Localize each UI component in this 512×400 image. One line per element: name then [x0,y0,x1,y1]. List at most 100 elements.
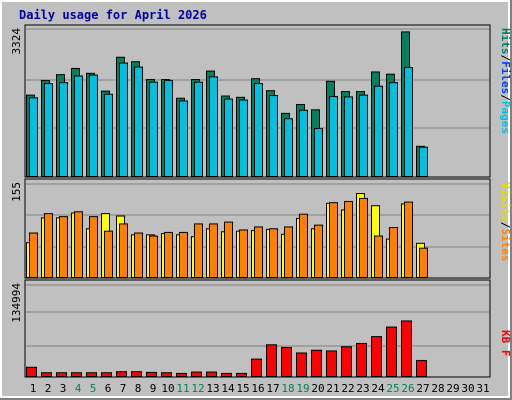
bar-sites-day-4 [74,211,83,279]
bar-pages-day-13 [209,76,218,177]
bar-pages-day-3 [59,82,68,177]
bar-kbf-day-3 [56,372,67,378]
x-tick-label-day-31: 31 [476,382,489,395]
x-tick-label-day-9: 9 [150,382,157,395]
legend-sites: Sites [499,228,512,261]
x-tick-label-day-10: 10 [161,382,174,395]
bar-kbf-day-1 [26,366,37,377]
bar-sites-day-15 [239,229,248,278]
bar-sites-day-7 [119,223,128,279]
x-tick-label-day-24: 24 [371,382,385,395]
x-tick-label-day-3: 3 [60,382,67,395]
bar-pages-day-6 [104,93,113,177]
bar-sites-day-18 [284,226,293,278]
bar-kbf-day-15 [236,372,247,377]
bar-pages-day-2 [44,83,53,177]
bar-pages-day-12 [194,81,203,177]
bar-kbf-day-10 [161,372,172,378]
x-tick-label-day-30: 30 [461,382,474,395]
bar-pages-day-24 [374,85,383,177]
bar-pages-day-26 [404,67,413,177]
bar-kbf-day-14 [221,372,232,377]
x-tick-label-day-11: 11 [176,382,189,395]
legend-bottom: KB F [499,330,512,357]
x-tick-label-day-6: 6 [105,382,112,395]
bar-kbf-day-12 [191,371,202,378]
bar-pages-day-4 [74,75,83,177]
bar-pages-day-19 [299,109,308,177]
bar-pages-day-1 [29,97,38,177]
legend-middle: Visits/Sites [499,182,512,262]
chart-title: Daily usage for April 2026 [19,8,207,22]
legend-hits: Hits [499,28,512,55]
bar-sites-day-2 [44,213,53,279]
legend-pages: Pages [499,101,512,134]
chart-background [2,2,508,396]
bar-sites-day-17 [269,228,278,278]
bar-pages-day-7 [119,62,128,177]
bar-kbf-day-9 [146,371,157,378]
x-tick-label-day-12: 12 [191,382,204,395]
legend-sep-3: / [499,222,512,229]
bar-sites-day-10 [164,231,173,279]
bar-pages-day-8 [134,66,143,177]
x-tick-label-day-29: 29 [446,382,459,395]
y-max-label-top: 3324 [10,28,23,55]
x-tick-label-day-14: 14 [221,382,235,395]
bar-sites-day-22 [344,200,353,279]
bar-sites-day-14 [224,221,233,279]
x-tick-label-day-28: 28 [431,382,444,395]
bar-sites-day-11 [179,231,188,279]
bar-kbf-day-2 [41,372,52,378]
x-tick-label-day-4: 4 [75,382,82,395]
bar-sites-day-21 [329,202,338,278]
bar-pages-day-23 [359,94,368,177]
bar-pages-day-11 [179,100,188,177]
bar-sites-day-3 [59,216,68,278]
x-tick-label-day-27: 27 [416,382,429,395]
bar-kbf-day-5 [86,372,97,378]
legend-sep-2: / [499,94,512,101]
x-tick-label-day-21: 21 [326,382,339,395]
bar-kbf-day-23 [356,342,367,377]
bar-kbf-day-8 [131,371,142,378]
bar-pages-day-16 [254,83,263,177]
bar-sites-day-13 [209,223,218,279]
x-tick-label-day-17: 17 [266,382,279,395]
bar-sites-day-24 [374,235,383,278]
bar-pages-day-18 [284,118,293,178]
bar-pages-day-20 [314,128,323,177]
bars-layer [26,31,428,378]
x-tick-label-day-2: 2 [45,382,52,395]
bar-pages-day-10 [164,79,173,177]
x-tick-label-day-20: 20 [311,382,324,395]
x-tick-label-day-26: 26 [401,382,414,395]
x-tick-label-day-5: 5 [90,382,97,395]
bar-pages-day-27 [419,146,428,177]
bar-kbf-day-6 [101,372,112,378]
bar-pages-day-9 [149,81,158,177]
x-tick-label-day-15: 15 [236,382,249,395]
bar-kbf-day-13 [206,371,217,378]
bar-kbf-day-21 [326,350,337,378]
bar-sites-day-16 [254,226,263,278]
bar-kbf-day-19 [296,352,307,377]
bar-sites-day-19 [299,213,308,278]
y-max-label-middle: 155 [10,182,23,202]
x-axis-day-labels: 1 2 3 4 5 6 7 8 9 10 11 12 13 14 15 16 17 18 19 20 21 22 23 24 2… [30,382,490,395]
bar-pages-day-15 [239,99,248,177]
bar-sites-day-12 [194,223,203,279]
bar-kbf-day-24 [371,336,382,377]
bar-kbf-day-7 [116,371,127,378]
legend-files: Files [499,61,512,94]
x-tick-label-day-13: 13 [206,382,219,395]
bar-pages-day-25 [389,82,398,177]
bar-kbf-day-17 [266,344,277,378]
bar-kbf-day-26 [401,320,412,377]
bar-sites-day-9 [149,235,158,278]
legend-sep-1: / [499,55,512,62]
x-tick-label-day-1: 1 [30,382,37,395]
x-tick-label-day-23: 23 [356,382,369,395]
